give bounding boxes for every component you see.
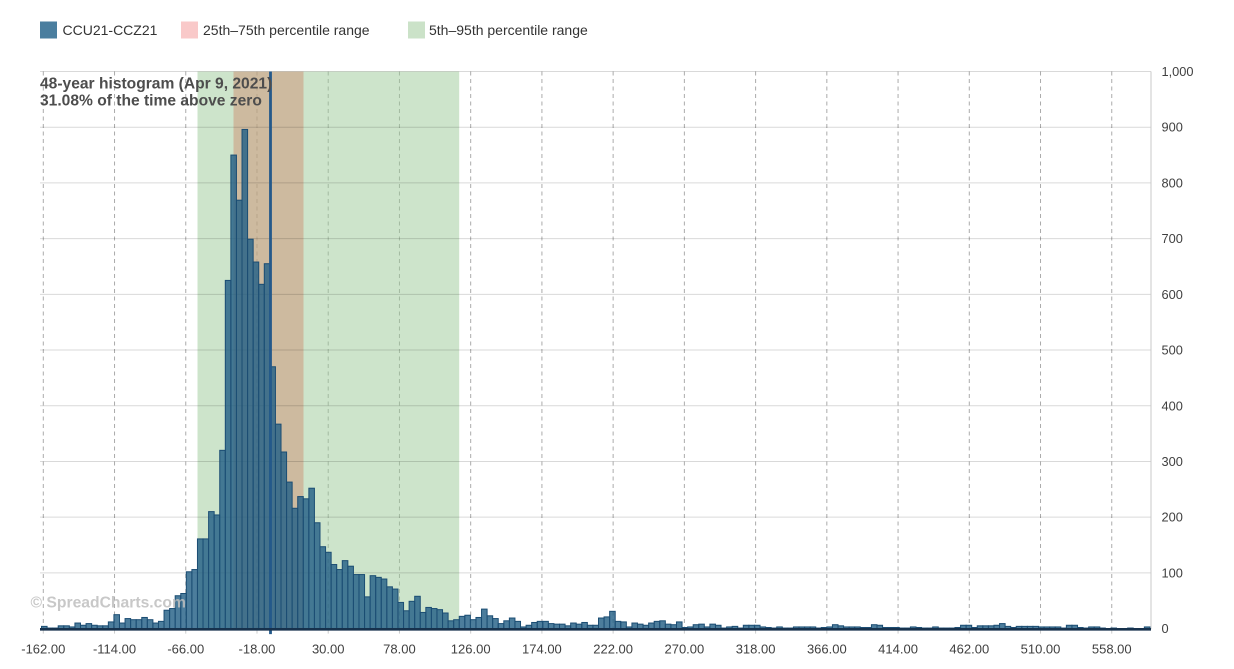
svg-text:-18.00: -18.00 [239, 641, 276, 656]
svg-text:126.00: 126.00 [451, 641, 491, 656]
svg-text:25th–75th percentile range: 25th–75th percentile range [203, 22, 370, 38]
svg-text:78.00: 78.00 [383, 641, 416, 656]
svg-text:174.00: 174.00 [522, 641, 562, 656]
svg-text:500: 500 [1162, 343, 1183, 358]
svg-text:31.08% of the time above zero: 31.08% of the time above zero [40, 92, 262, 109]
svg-text:1,000: 1,000 [1162, 64, 1194, 79]
svg-text:-114.00: -114.00 [93, 641, 136, 656]
svg-text:222.00: 222.00 [593, 641, 633, 656]
svg-text:366.00: 366.00 [807, 641, 847, 656]
svg-text:462.00: 462.00 [949, 641, 989, 656]
svg-text:© SpreadCharts.com: © SpreadCharts.com [31, 594, 186, 611]
svg-text:510.00: 510.00 [1021, 641, 1061, 656]
svg-text:400: 400 [1162, 398, 1183, 413]
svg-text:5th–95th percentile range: 5th–95th percentile range [429, 22, 588, 38]
svg-text:48-year histogram (Apr 9, 2021: 48-year histogram (Apr 9, 2021) [40, 76, 272, 93]
svg-text:600: 600 [1162, 287, 1183, 302]
svg-text:414.00: 414.00 [878, 641, 918, 656]
svg-text:CCU21-CCZ21: CCU21-CCZ21 [63, 22, 158, 38]
svg-text:30.00: 30.00 [312, 641, 345, 656]
svg-text:558.00: 558.00 [1092, 641, 1132, 656]
svg-text:318.00: 318.00 [736, 641, 776, 656]
svg-text:800: 800 [1162, 175, 1183, 190]
svg-text:-66.00: -66.00 [167, 641, 204, 656]
svg-text:300: 300 [1162, 454, 1183, 469]
svg-text:900: 900 [1162, 120, 1183, 135]
svg-text:-162.00: -162.00 [21, 641, 65, 656]
svg-text:200: 200 [1162, 510, 1183, 525]
svg-text:0: 0 [1162, 621, 1169, 636]
svg-text:700: 700 [1162, 231, 1183, 246]
svg-text:100: 100 [1162, 565, 1183, 580]
svg-text:270.00: 270.00 [664, 641, 704, 656]
